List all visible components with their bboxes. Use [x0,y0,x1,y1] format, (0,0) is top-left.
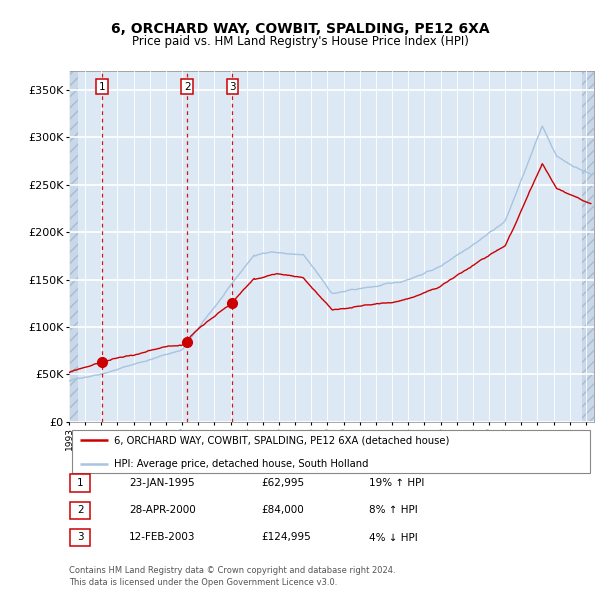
Text: 8% ↑ HPI: 8% ↑ HPI [369,506,418,515]
Bar [582,71,594,422]
Text: £84,000: £84,000 [261,506,304,515]
Text: 1: 1 [77,478,84,488]
FancyBboxPatch shape [70,474,91,492]
Text: 4% ↓ HPI: 4% ↓ HPI [369,533,418,542]
Text: 6, ORCHARD WAY, COWBIT, SPALDING, PE12 6XA (detached house): 6, ORCHARD WAY, COWBIT, SPALDING, PE12 6… [113,435,449,445]
Text: 3: 3 [229,81,236,91]
Text: 6, ORCHARD WAY, COWBIT, SPALDING, PE12 6XA: 6, ORCHARD WAY, COWBIT, SPALDING, PE12 6… [110,22,490,37]
Text: Price paid vs. HM Land Registry's House Price Index (HPI): Price paid vs. HM Land Registry's House … [131,35,469,48]
FancyBboxPatch shape [71,430,590,473]
Text: £62,995: £62,995 [261,478,304,488]
Text: Contains HM Land Registry data © Crown copyright and database right 2024.
This d: Contains HM Land Registry data © Crown c… [69,566,395,587]
Text: 1: 1 [99,81,106,91]
Text: £124,995: £124,995 [261,533,311,542]
Text: 3: 3 [77,533,84,542]
FancyBboxPatch shape [70,529,91,546]
Text: HPI: Average price, detached house, South Holland: HPI: Average price, detached house, Sout… [113,458,368,468]
Text: 2: 2 [184,81,191,91]
Text: 23-JAN-1995: 23-JAN-1995 [129,478,194,488]
Bar [69,71,79,422]
Text: 12-FEB-2003: 12-FEB-2003 [129,533,196,542]
Text: 2: 2 [77,506,84,515]
Text: 19% ↑ HPI: 19% ↑ HPI [369,478,424,488]
Text: 28-APR-2000: 28-APR-2000 [129,506,196,515]
FancyBboxPatch shape [70,502,91,519]
